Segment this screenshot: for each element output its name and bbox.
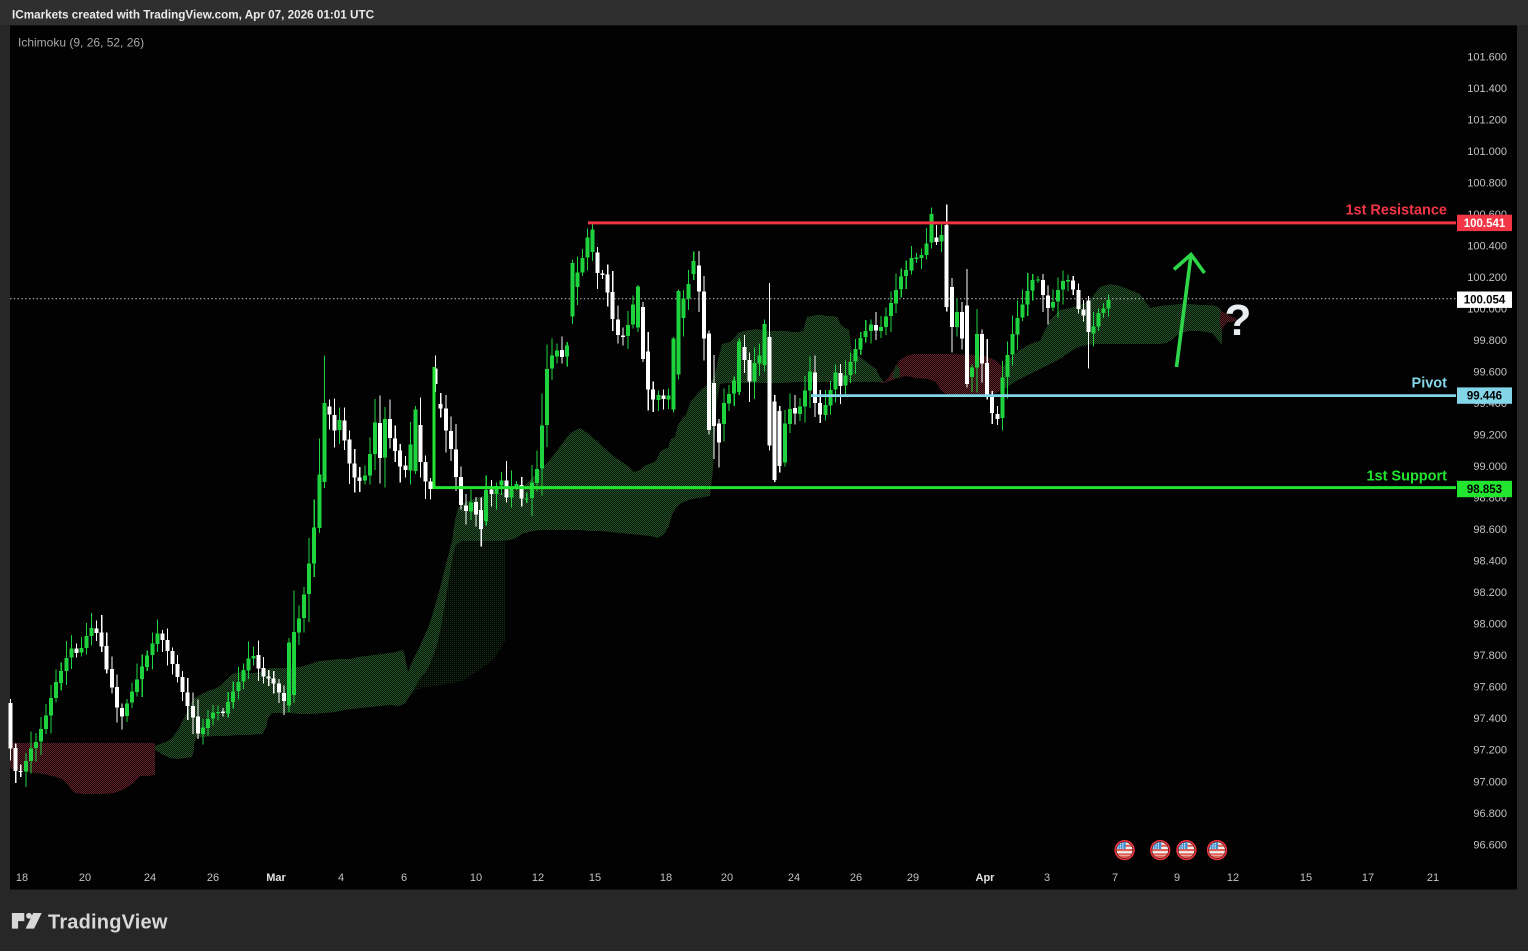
svg-text:97.200: 97.200 (1473, 745, 1507, 757)
svg-text:TradingView: TradingView (48, 912, 168, 934)
svg-text:100.200: 100.200 (1467, 272, 1507, 284)
svg-text:99.200: 99.200 (1473, 430, 1507, 442)
svg-text:?: ? (1225, 296, 1252, 345)
svg-text:Ichimoku (9, 26, 52, 26): Ichimoku (9, 26, 52, 26) (18, 36, 144, 50)
svg-text:20: 20 (79, 872, 91, 884)
svg-text:7: 7 (1112, 872, 1118, 884)
svg-text:101.600: 101.600 (1467, 51, 1507, 63)
svg-text:97.000: 97.000 (1473, 776, 1507, 788)
svg-text:12: 12 (1227, 872, 1239, 884)
svg-text:96.600: 96.600 (1473, 839, 1507, 851)
svg-text:26: 26 (850, 872, 862, 884)
svg-text:97.600: 97.600 (1473, 682, 1507, 694)
svg-text:101.000: 101.000 (1467, 146, 1507, 158)
svg-text:9: 9 (1174, 872, 1180, 884)
svg-text:ICmarkets created with Trading: ICmarkets created with TradingView.com, … (12, 9, 375, 22)
svg-text:98.400: 98.400 (1473, 556, 1507, 568)
svg-text:17: 17 (1362, 872, 1374, 884)
svg-text:20: 20 (721, 872, 733, 884)
svg-text:99.600: 99.600 (1473, 367, 1507, 379)
svg-text:18: 18 (16, 872, 28, 884)
svg-text:21: 21 (1427, 872, 1439, 884)
svg-text:29: 29 (907, 872, 919, 884)
svg-text:98.200: 98.200 (1473, 587, 1507, 599)
svg-text:1st Resistance: 1st Resistance (1345, 203, 1447, 219)
svg-text:Pivot: Pivot (1412, 376, 1448, 392)
svg-text:101.200: 101.200 (1467, 114, 1507, 126)
svg-text:26: 26 (207, 872, 219, 884)
svg-text:101.400: 101.400 (1467, 83, 1507, 95)
svg-text:97.800: 97.800 (1473, 650, 1507, 662)
svg-text:24: 24 (144, 872, 156, 884)
svg-text:99.000: 99.000 (1473, 461, 1507, 473)
svg-text:10: 10 (470, 872, 482, 884)
svg-text:100.800: 100.800 (1467, 177, 1507, 189)
svg-text:98.600: 98.600 (1473, 524, 1507, 536)
svg-text:100.541: 100.541 (1464, 218, 1506, 230)
svg-text:24: 24 (788, 872, 800, 884)
svg-text:18: 18 (660, 872, 672, 884)
svg-text:Mar: Mar (266, 872, 286, 884)
svg-text:97.400: 97.400 (1473, 713, 1507, 725)
svg-text:6: 6 (401, 872, 407, 884)
svg-text:15: 15 (1300, 872, 1312, 884)
svg-text:3: 3 (1044, 872, 1050, 884)
svg-text:100.054: 100.054 (1464, 295, 1506, 307)
svg-text:Apr: Apr (976, 872, 996, 884)
svg-text:98.000: 98.000 (1473, 619, 1507, 631)
svg-text:96.800: 96.800 (1473, 808, 1507, 820)
svg-text:4: 4 (338, 872, 344, 884)
svg-text:1st Support: 1st Support (1366, 469, 1447, 485)
svg-text:15: 15 (589, 872, 601, 884)
svg-text:100.400: 100.400 (1467, 240, 1507, 252)
svg-text:99.800: 99.800 (1473, 335, 1507, 347)
svg-text:99.446: 99.446 (1467, 391, 1502, 403)
svg-text:12: 12 (532, 872, 544, 884)
svg-text:98.853: 98.853 (1467, 484, 1502, 496)
